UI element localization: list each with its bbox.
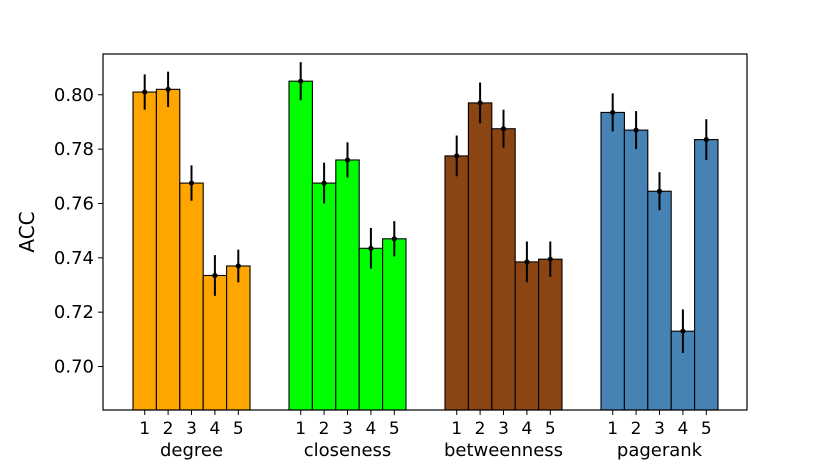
mean-point-pagerank-2 — [633, 127, 639, 133]
mean-point-closeness-5 — [391, 236, 397, 242]
x-tick-label-betweenness-5: 5 — [545, 419, 556, 439]
x-tick-label-betweenness-3: 3 — [498, 419, 509, 439]
bar-betweenness-5 — [538, 258, 563, 411]
bar-closeness-1 — [288, 80, 313, 411]
mean-point-degree-3 — [188, 180, 195, 186]
y-tick-label-0.74: 0.74 — [54, 248, 94, 269]
group-label-pagerank: pagerank — [617, 440, 703, 461]
mean-point-pagerank-5 — [703, 137, 709, 143]
mean-point-degree-2 — [165, 86, 171, 92]
x-tick-label-degree-4: 4 — [209, 419, 220, 439]
y-tick-label-0.76: 0.76 — [54, 193, 94, 214]
x-tick-label-degree-2: 2 — [163, 419, 174, 439]
y-axis-label: ACC — [15, 211, 39, 252]
mean-point-closeness-3 — [344, 157, 351, 163]
x-tick-label-betweenness-1: 1 — [451, 419, 462, 439]
mean-point-closeness-4 — [368, 245, 374, 251]
x-tick-label-closeness-5: 5 — [389, 419, 400, 439]
x-tick-label-pagerank-5: 5 — [701, 419, 712, 439]
x-tick-label-betweenness-4: 4 — [521, 419, 532, 439]
mean-point-degree-4 — [212, 272, 218, 279]
bars-layer — [132, 80, 719, 411]
bar-closeness-2 — [311, 182, 337, 411]
group-label-closeness: closeness — [304, 440, 392, 461]
x-tick-label-closeness-4: 4 — [365, 419, 376, 439]
x-tick-label-closeness-2: 2 — [319, 419, 330, 439]
bar-pagerank-5 — [694, 139, 719, 411]
mean-point-closeness-1 — [298, 78, 304, 84]
y-axis: 0.70 0.72 0.74 0.76 0.78 0.80 — [54, 85, 103, 378]
x-tick-label-pagerank-2: 2 — [631, 419, 642, 439]
x-tick-label-pagerank-3: 3 — [654, 419, 665, 439]
x-tick-label-closeness-1: 1 — [295, 419, 306, 439]
mean-point-closeness-2 — [321, 180, 327, 186]
mean-point-betweenness-4 — [524, 259, 530, 265]
bar-betweenness-3 — [491, 128, 516, 411]
bar-pagerank-2 — [623, 129, 649, 411]
bar-closeness-5 — [382, 238, 407, 411]
x-tick-label-closeness-3: 3 — [342, 419, 353, 439]
group-label-betweenness: betweenness — [444, 440, 563, 461]
mean-point-betweenness-2 — [477, 100, 483, 106]
bar-closeness-3 — [335, 159, 360, 411]
bar-closeness-4 — [358, 247, 384, 411]
errorbars-layer — [142, 62, 709, 353]
mean-point-betweenness-1 — [454, 153, 460, 159]
mean-point-degree-5 — [235, 263, 241, 269]
bar-degree-5 — [226, 265, 251, 411]
mean-point-betweenness-3 — [500, 126, 507, 132]
mean-point-pagerank-3 — [656, 188, 663, 194]
bar-betweenness-4 — [514, 261, 540, 411]
y-tick-label-0.78: 0.78 — [54, 139, 94, 160]
mean-point-degree-1 — [142, 89, 148, 95]
bar-degree-3 — [179, 182, 204, 411]
mean-point-pagerank-4 — [680, 328, 686, 334]
x-tick-label-betweenness-2: 2 — [475, 419, 486, 439]
x-tick-label-pagerank-1: 1 — [607, 419, 618, 439]
x-tick-label-pagerank-4: 4 — [677, 419, 688, 439]
plot-frame — [102, 53, 748, 411]
x-tick-label-degree-5: 5 — [233, 419, 244, 439]
bar-degree-2 — [155, 88, 181, 411]
bar-pagerank-3 — [647, 190, 672, 411]
mean-point-pagerank-1 — [610, 109, 616, 116]
bar-betweenness-2 — [467, 102, 493, 411]
y-tick-label-0.70: 0.70 — [54, 357, 94, 378]
y-tick-label-0.72: 0.72 — [54, 302, 94, 323]
x-tick-label-degree-3: 3 — [186, 419, 197, 439]
x-tick-label-degree-1: 1 — [139, 419, 150, 439]
bar-betweenness-1 — [444, 155, 469, 411]
group-label-degree: degree — [160, 440, 223, 461]
mean-point-betweenness-5 — [547, 256, 553, 262]
y-tick-label-0.80: 0.80 — [54, 85, 94, 106]
bar-pagerank-1 — [600, 111, 625, 411]
bar-degree-1 — [132, 91, 157, 411]
